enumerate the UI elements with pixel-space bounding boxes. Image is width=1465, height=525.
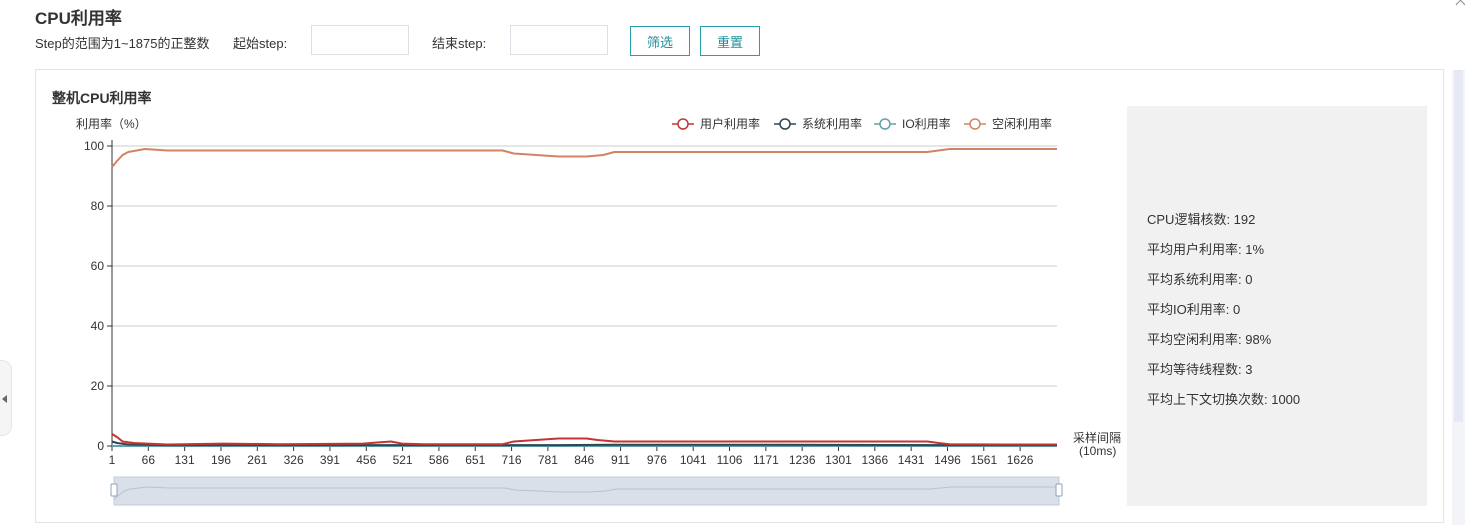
y-tick-label: 0 <box>97 439 104 453</box>
stat-avg-wait-threads: 平均等待线程数: 3 <box>1147 362 1253 377</box>
x-tick-label: 456 <box>356 453 376 467</box>
x-tick-label: 1431 <box>898 453 925 467</box>
x-axis-label: 采样间隔 <box>1073 430 1121 445</box>
x-tick-label: 781 <box>538 453 558 467</box>
x-tick-label: 1171 <box>753 453 779 467</box>
x-tick-label: 131 <box>175 453 195 467</box>
stat-avg-idle: 平均空闲利用率: 98% <box>1147 332 1272 347</box>
x-tick-label: 651 <box>465 453 485 467</box>
y-axis-ticks: 0 20 40 60 80 100 <box>84 139 112 453</box>
scrollbar-thumb[interactable] <box>1454 70 1463 422</box>
y-tick-label: 20 <box>91 379 105 393</box>
step-range-hint: Step的范围为1~1875的正整数 <box>35 36 210 51</box>
stat-avg-user: 平均用户利用率: 1% <box>1147 242 1265 257</box>
x-tick-label: 326 <box>284 453 304 467</box>
reset-button[interactable]: 重置 <box>700 26 760 56</box>
legend-label: 用户利用率 <box>700 116 760 131</box>
panel-title: 整机CPU利用率 <box>52 90 152 106</box>
x-tick-label: 1561 <box>970 453 997 467</box>
stat-cpu-cores: CPU逻辑核数: 192 <box>1147 212 1256 227</box>
x-tick-label: 846 <box>574 453 594 467</box>
legend-symbol <box>879 118 891 130</box>
legend-item-system[interactable]: 系统利用率 <box>774 116 862 131</box>
series-line-user <box>111 433 1057 446</box>
datazoom-slider[interactable] <box>110 476 1063 506</box>
series-lines <box>111 148 1057 447</box>
grid-lines <box>111 140 1057 447</box>
series-line-idle <box>111 148 1057 168</box>
x-tick-label: 261 <box>247 453 267 467</box>
legend-symbol <box>969 118 981 130</box>
x-tick-label: 1496 <box>934 453 961 467</box>
chart-legend[interactable]: 用户利用率 系统利用率 IO利用率 空闲利用率 <box>672 116 1052 131</box>
legend-item-idle[interactable]: 空闲利用率 <box>964 116 1052 131</box>
x-tick-label: 1366 <box>861 453 888 467</box>
stat-avg-context-switch: 平均上下文切换次数: 1000 <box>1147 392 1301 407</box>
stat-avg-system: 平均系统利用率: 0 <box>1147 272 1253 287</box>
y-tick-label: 60 <box>91 259 105 273</box>
legend-label: 系统利用率 <box>802 116 862 131</box>
x-tick-label: 521 <box>393 453 413 467</box>
y-tick-label: 100 <box>84 139 104 153</box>
x-tick-label: 1 <box>109 453 116 467</box>
x-tick-label: 66 <box>142 453 156 467</box>
legend-item-user[interactable]: 用户利用率 <box>672 116 760 131</box>
x-tick-label: 976 <box>647 453 667 467</box>
y-axis-label: 利用率（%） <box>76 116 147 131</box>
legend-label: 空闲利用率 <box>992 116 1052 131</box>
x-axis-unit: (10ms) <box>1079 444 1116 458</box>
x-tick-label: 1106 <box>717 453 743 467</box>
x-tick-label: 586 <box>429 453 449 467</box>
datazoom-track[interactable] <box>113 476 1060 506</box>
x-tick-label: 1236 <box>789 453 816 467</box>
end-step-input[interactable] <box>510 25 608 55</box>
sidebar-toggle-handle[interactable] <box>0 360 12 436</box>
stat-avg-io: 平均IO利用率: 0 <box>1147 302 1241 317</box>
page-title: CPU利用率 <box>35 9 122 28</box>
x-tick-label: 911 <box>611 453 630 467</box>
x-tick-label: 391 <box>320 453 340 467</box>
y-tick-label: 40 <box>91 319 105 333</box>
x-tick-label: 196 <box>211 453 231 467</box>
datazoom-handle-left[interactable] <box>110 483 118 497</box>
datazoom-handle-right[interactable] <box>1055 483 1063 497</box>
stats-summary <box>1127 106 1427 506</box>
legend-symbol <box>779 118 791 130</box>
x-tick-label: 1301 <box>825 453 852 467</box>
x-tick-label: 716 <box>502 453 522 467</box>
x-tick-label: 1626 <box>1007 453 1034 467</box>
start-step-input[interactable] <box>311 25 409 55</box>
datazoom-preview-line <box>113 486 1059 500</box>
x-tick-label: 1041 <box>680 453 707 467</box>
legend-symbol <box>677 118 689 130</box>
y-tick-label: 80 <box>91 199 105 213</box>
x-axis-ticks: 1 66 131 196 261 326 391 456 521 586 651 716 781 846 9… <box>109 446 1034 467</box>
end-step-label: 结束step: <box>432 36 487 51</box>
caret-left-icon <box>2 395 7 403</box>
legend-label: IO利用率 <box>902 116 951 131</box>
vertical-scrollbar[interactable] <box>1452 70 1465 525</box>
start-step-label: 起始step: <box>233 36 288 51</box>
legend-item-io[interactable]: IO利用率 <box>874 116 951 131</box>
filter-button[interactable]: 筛选 <box>630 26 690 56</box>
